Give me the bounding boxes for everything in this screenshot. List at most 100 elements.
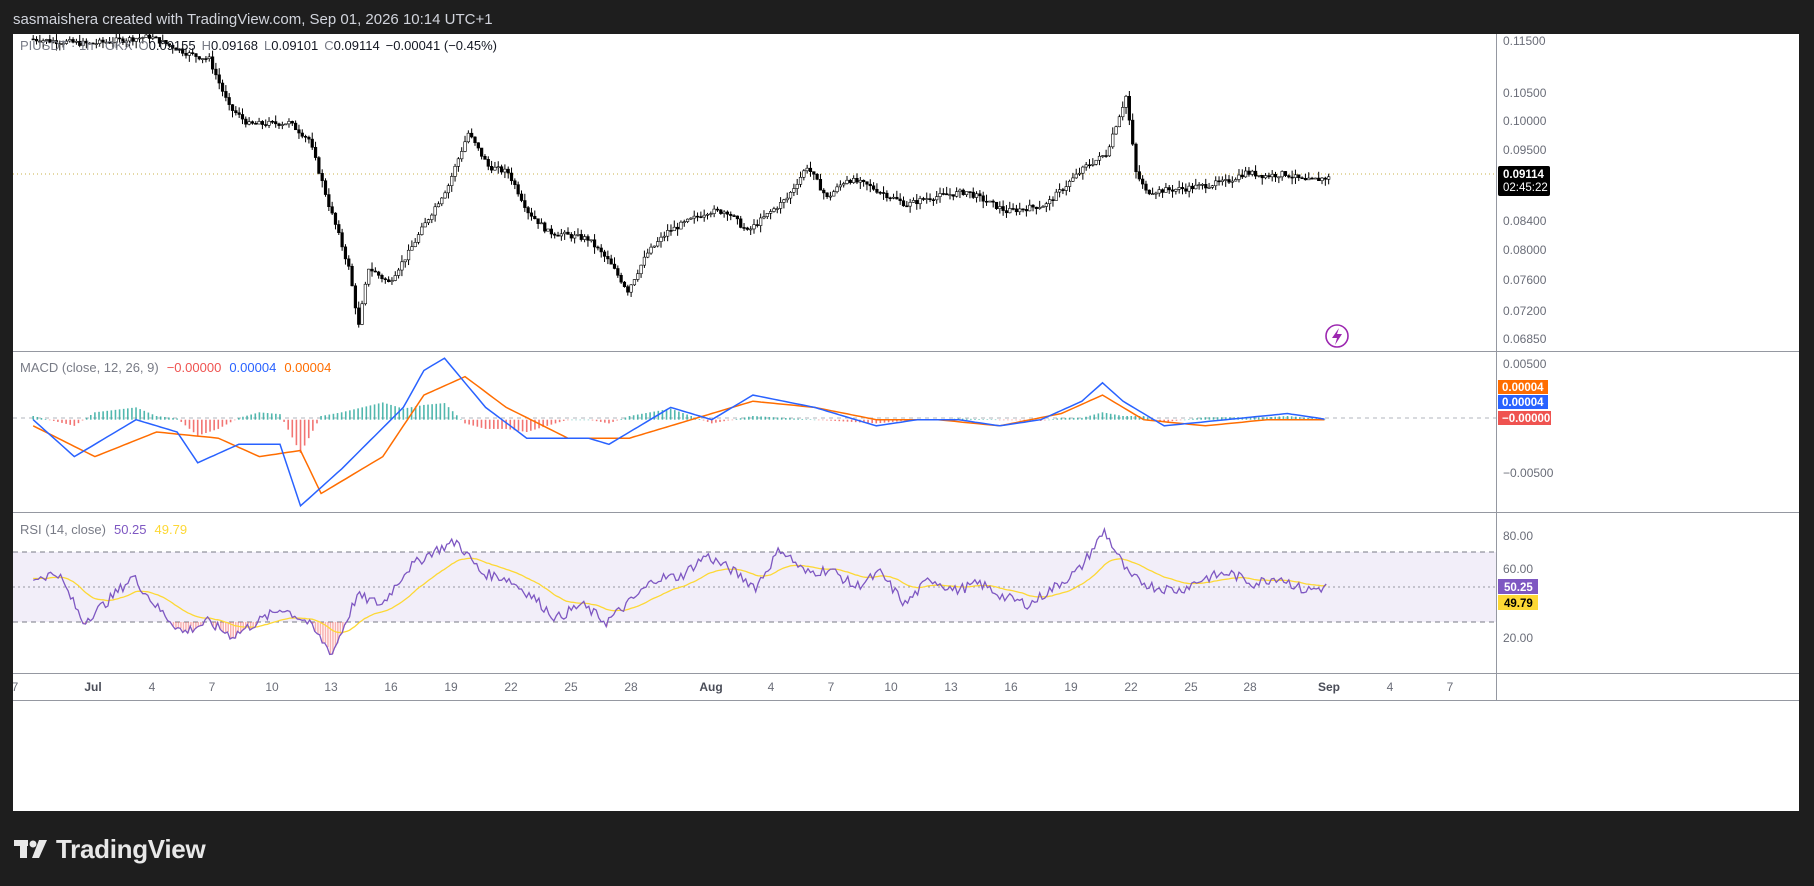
candle-body — [410, 246, 414, 251]
candle-body — [636, 273, 640, 280]
macd-signal-tag-bg — [1498, 380, 1548, 394]
candle-body — [456, 158, 460, 167]
macd-hist-bar — [307, 419, 310, 439]
tradingview-logo-icon — [14, 840, 47, 858]
candle-body — [1237, 174, 1241, 180]
candle-body — [144, 34, 148, 38]
macd-hist-bar — [624, 417, 627, 420]
candle-body — [812, 171, 816, 175]
candle-body — [323, 180, 328, 195]
candle-body — [805, 167, 809, 172]
macd-hist-bar — [443, 403, 446, 420]
candle-body — [307, 136, 311, 140]
price-tick: 0.08400 — [1503, 214, 1547, 228]
candle-body — [340, 232, 344, 248]
change-value: −0.00041 (−0.45%) — [386, 38, 497, 53]
candle-body — [1307, 177, 1311, 181]
macd-hist-bar — [826, 419, 828, 421]
high-value: 0.09168 — [211, 38, 258, 53]
chart-frame[interactable]: 0.11500 0.10500 0.10000 0.09500 0.08400 … — [13, 34, 1799, 811]
macd-hist-bar — [961, 418, 964, 420]
candle-body — [81, 40, 85, 46]
main-legend[interactable]: PIUSDT · 1h · OKX O0.09155 H0.09168 L0.0910… — [20, 38, 497, 53]
macd-hist-bar — [830, 419, 832, 421]
chart-canvas[interactable]: 0.11500 0.10500 0.10000 0.09500 0.08400 … — [13, 34, 1799, 811]
candle-body — [1220, 179, 1224, 182]
candle-body — [583, 236, 587, 240]
macd-hist-bar — [57, 419, 59, 422]
rsi-value-tag: 50.25 — [1504, 582, 1533, 594]
macd-hist-bar — [283, 419, 285, 422]
candle-body — [377, 271, 381, 276]
rsi-tick: 80.00 — [1503, 529, 1533, 543]
candle-body — [782, 199, 786, 203]
candle-body — [187, 52, 191, 56]
macd-legend[interactable]: MACD (close, 12, 26, 9) −0.00000 0.00004 0.… — [20, 360, 331, 375]
candle-body — [656, 241, 660, 247]
open-label: O — [139, 38, 149, 53]
candle-body — [1134, 143, 1138, 172]
candle-body — [250, 121, 255, 124]
candle-body — [363, 283, 367, 305]
time-tick: 13 — [324, 680, 338, 694]
candle-body — [1320, 177, 1324, 181]
macd-hist-bar — [1290, 416, 1293, 420]
macd-hist-bar — [978, 419, 980, 420]
macd-hist-bar — [891, 419, 894, 422]
macd-hist-bar — [706, 419, 709, 422]
candle-body — [858, 179, 862, 183]
candle-body — [1154, 192, 1158, 195]
candles[interactable] — [31, 34, 1331, 328]
candle-body — [403, 259, 407, 263]
candle-body — [41, 40, 45, 43]
candle-body — [503, 168, 507, 173]
macd-hist-bar — [406, 407, 409, 420]
lightning-icon[interactable] — [1325, 324, 1349, 348]
candle-body — [1101, 155, 1105, 157]
candle-body — [626, 286, 630, 293]
bar-countdown: 02:45:22 — [1503, 182, 1548, 194]
candle-body — [715, 208, 720, 211]
macd-hist-bar — [176, 418, 178, 420]
candle-body — [602, 251, 607, 257]
macd-hist-bar — [1262, 417, 1264, 420]
macd-hist-bar — [604, 419, 606, 423]
candle-body — [347, 258, 351, 267]
macd-hist-bar — [357, 408, 359, 420]
candle-body — [802, 170, 806, 178]
macd-hist-bar — [349, 410, 351, 420]
candle-body — [1028, 204, 1032, 212]
candle-body — [1234, 179, 1238, 182]
time-axis[interactable]: 7 Jul 4 7 10 13 16 19 22 25 28 Aug 4 7 1… — [13, 680, 1454, 694]
macd-hist-bar — [81, 419, 84, 421]
time-tick-month: Aug — [699, 680, 722, 694]
macd-hist-bar — [238, 417, 240, 420]
candle-body — [294, 122, 298, 131]
candle-body — [1187, 185, 1191, 192]
macd-hist-bar — [1225, 417, 1227, 420]
candle-body — [662, 235, 666, 238]
macd-hist-bar — [427, 404, 429, 420]
rsi-axis[interactable]: 80.00 60.00 20.00 — [1503, 529, 1533, 645]
rsi-legend[interactable]: RSI (14, close) 50.25 49.79 — [20, 522, 187, 537]
candle-body — [1197, 184, 1201, 186]
candle-body — [1094, 159, 1098, 165]
candle-body — [141, 37, 145, 39]
candle-body — [646, 252, 650, 258]
candle-body — [161, 40, 165, 44]
macd-axis[interactable]: 0.00500 −0.00500 — [1503, 357, 1554, 480]
macd-hist-bar — [752, 416, 754, 420]
candle-body — [247, 121, 251, 125]
macd-hist-bar — [682, 413, 684, 420]
macd-hist-bar — [982, 419, 985, 420]
macd-legend-signal: 0.00004 — [284, 360, 331, 375]
candle-body — [220, 82, 225, 92]
tradingview-logo[interactable]: TradingView — [14, 832, 206, 866]
price-axis[interactable]: 0.11500 0.10500 0.10000 0.09500 0.08400 … — [1503, 34, 1547, 346]
candle-body — [317, 157, 321, 174]
candle-body — [908, 201, 912, 207]
candle-body — [928, 198, 932, 200]
candle-body — [735, 215, 740, 220]
candle-body — [1204, 184, 1208, 189]
rsi-tag-bg — [1498, 579, 1538, 594]
